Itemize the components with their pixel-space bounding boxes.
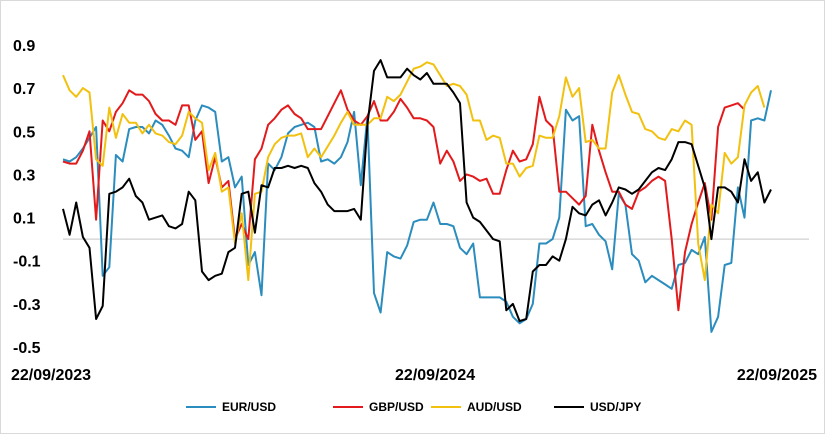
- y-tick-label: -0.5: [13, 340, 41, 357]
- legend: EUR/USD GBP/USD AUD/USD USD/JPY: [186, 400, 641, 414]
- x-tick-label: 22/09/2024: [395, 367, 475, 384]
- x-axis-ticks: 22/09/2023 22/09/2024 22/09/2025: [11, 367, 817, 384]
- x-tick-label: 22/09/2023: [11, 367, 91, 384]
- legend-label: USD/JPY: [590, 400, 641, 414]
- series-line-eur-usd: [62, 90, 772, 333]
- y-tick-label: 0.5: [13, 124, 35, 141]
- y-tick-label: 0.1: [13, 211, 35, 228]
- y-tick-label: 0.9: [13, 38, 35, 55]
- series-line-gbp-usd: [62, 89, 746, 312]
- y-tick-label: -0.3: [13, 297, 41, 314]
- series-lines: [62, 59, 772, 333]
- legend-label: AUD/USD: [467, 400, 522, 414]
- y-axis-ticks: 0.9 0.7 0.5 0.3 0.1 -0.1 -0.3 -0.5: [13, 38, 41, 357]
- legend-label: GBP/USD: [369, 400, 424, 414]
- y-tick-label: 0.3: [13, 167, 35, 184]
- y-tick-label: -0.1: [13, 254, 41, 271]
- series-line-usd-jpy: [62, 59, 772, 323]
- x-tick-label: 22/09/2025: [737, 367, 817, 384]
- series-line-aud-usd: [62, 61, 766, 282]
- legend-label: EUR/USD: [222, 400, 276, 414]
- y-tick-label: 0.7: [13, 81, 35, 98]
